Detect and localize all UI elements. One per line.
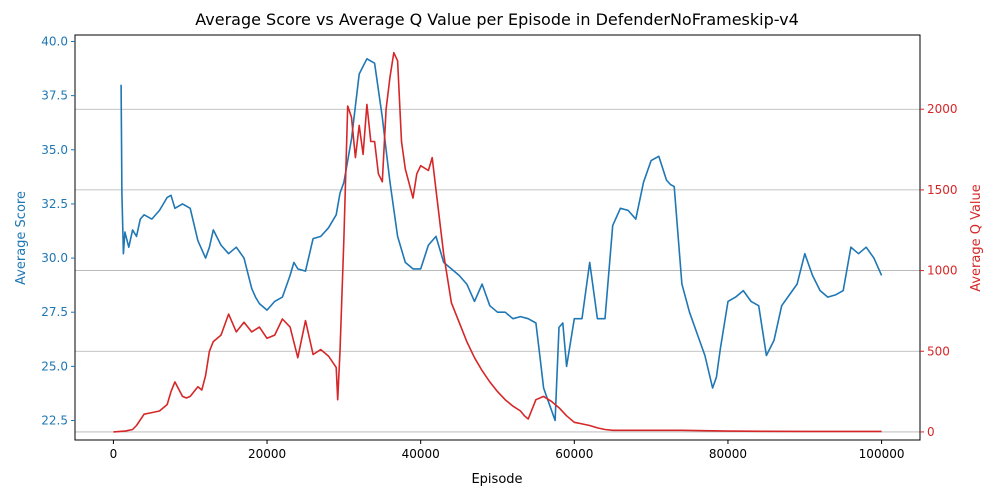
x-axis-ticks: 0 20000 40000 60000 80000 100000 [110,440,905,461]
right-y-tick-label-3: 1500 [927,183,958,197]
chart-title: Average Score vs Average Q Value per Epi… [195,10,799,29]
left-y-axis-label: Average Score [14,191,29,285]
left-y-tick-label-5: 35.0 [41,143,68,157]
left-y-tick-label-7: 40.0 [41,34,68,48]
x-tick-label-5: 100000 [859,447,905,461]
x-tick-label-0: 0 [110,447,118,461]
average-q-value-line [113,51,882,433]
left-y-tick-label-2: 27.5 [41,305,68,319]
left-y-tick-label-1: 25.0 [41,359,68,373]
left-y-tick-label-0: 22.5 [41,414,68,428]
left-y-axis-ticks: 22.5 25.0 27.5 30.0 32.5 35.0 37.5 40.0 [41,34,75,428]
right-y-tick-label-0: 0 [927,425,935,439]
right-y-axis-ticks: 0 500 1000 1500 2000 [920,102,958,439]
left-y-tick-label-3: 30.0 [41,251,68,265]
left-y-tick-label-6: 37.5 [41,89,68,103]
x-tick-label-2: 40000 [402,447,440,461]
plot-series [113,51,883,433]
plot-frame [74,34,921,441]
x-tick-label-4: 80000 [709,447,747,461]
right-y-axis-label: Average Q Value [969,184,984,292]
average-score-line [120,58,883,422]
x-tick-label-3: 60000 [555,447,593,461]
x-tick-label-1: 20000 [248,447,286,461]
right-y-tick-label-4: 2000 [927,102,958,116]
right-y-tick-label-2: 1000 [927,264,958,278]
left-y-tick-label-4: 32.5 [41,197,68,211]
right-y-tick-label-1: 500 [927,344,950,358]
x-axis-label: Episode [471,472,522,487]
